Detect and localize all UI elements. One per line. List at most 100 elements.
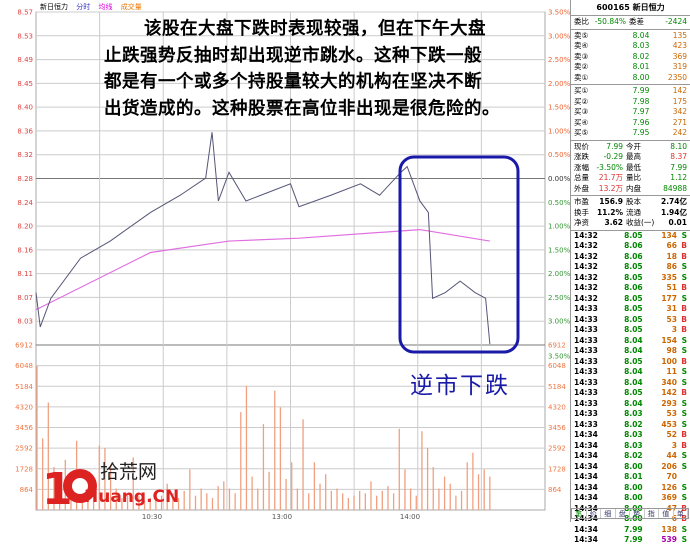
bids-volume: 175 <box>672 96 688 106</box>
tick-time: 14:33 <box>574 325 598 334</box>
tab-avg[interactable]: 均线 <box>98 3 113 11</box>
tick-side: S <box>681 262 687 271</box>
fund-value: 0.01 <box>668 218 687 227</box>
tick-volume: 539 <box>661 535 677 544</box>
tick-volume: 70 <box>666 472 677 481</box>
stats-value: 8.37 <box>670 152 687 161</box>
tick-price: 8.06 <box>624 241 643 250</box>
volume-tick-label: 4320 <box>15 403 33 411</box>
asks-row: 卖① 8.00 2350 <box>571 73 690 84</box>
tick-time: 14:34 <box>574 535 598 544</box>
stock-name: 新日恒力 <box>40 3 68 11</box>
stats-label: 现价 <box>574 141 589 151</box>
trade-tick-row: 14:32 8.06 18 B <box>571 252 690 263</box>
tick-time: 14:34 <box>574 482 598 492</box>
annotation-line: 止跌强势反抽时却出现逆市跳水。这种下跌一般 <box>104 45 482 66</box>
tick-price: 8.05 <box>624 304 643 313</box>
tick-side: S <box>681 367 687 376</box>
bids-label: 买② <box>574 96 589 106</box>
bids-price: 7.99 <box>632 86 650 95</box>
panel-tab[interactable]: 势 <box>630 509 645 518</box>
tick-price: 8.06 <box>624 283 643 292</box>
tick-side <box>677 472 687 483</box>
time-tick-label: 10:30 <box>142 513 162 521</box>
stats-row: 总量 21.7万 量比 1.12 <box>571 173 690 184</box>
asks-volume: 369 <box>672 51 688 61</box>
volume-tick-label: 1728 <box>15 465 33 473</box>
ratio-value: -2424 <box>665 17 687 26</box>
panel-tab[interactable]: 值 <box>659 509 674 518</box>
fund-value: 1.94亿 <box>660 207 687 217</box>
price-tick-label: 8.28 <box>17 175 33 183</box>
fund-row: 净资 3.62 收益(一) 0.01 <box>571 218 690 229</box>
panel-tab[interactable]: 细 <box>601 509 616 518</box>
tick-side: B <box>681 304 687 313</box>
tick-time: 14:33 <box>574 419 598 429</box>
bids-volume: 142 <box>672 86 688 95</box>
price-tick-label: 8.40 <box>17 104 33 112</box>
pct-tick-label: 0.50% <box>548 151 570 159</box>
price-tick-label: 8.32 <box>17 151 33 159</box>
trade-tick-row: 14:34 8.00 126 S <box>571 483 690 494</box>
tick-volume: 154 <box>661 335 677 345</box>
stats-label: 涨跌 <box>574 152 589 161</box>
tab-volume[interactable]: 成交量 <box>120 3 142 11</box>
tick-side: B <box>681 388 687 397</box>
stats-label: 外盘 <box>574 183 589 193</box>
bids-price: 7.98 <box>632 96 650 106</box>
bids-volume: 242 <box>672 128 688 137</box>
tick-volume: 369 <box>661 493 677 502</box>
bids-row: 买⑤ 7.95 242 <box>571 128 690 139</box>
tick-time: 14:32 <box>574 230 598 240</box>
tick-volume: 206 <box>661 461 677 471</box>
pct-tick-label: 1.50% <box>548 246 570 254</box>
tick-volume: 51 <box>666 283 677 292</box>
bids-row: 买② 7.98 175 <box>571 97 690 108</box>
panel-tab[interactable]: 指 <box>645 509 659 518</box>
tick-side: S <box>681 398 687 408</box>
tick-volume: 52 <box>666 430 677 439</box>
pct-tick-label: 3.50% <box>548 353 570 361</box>
asks-label: 卖③ <box>574 51 589 61</box>
trade-tick-row: 14:33 8.05 142 B <box>571 388 690 399</box>
time-tick-label: 13:00 <box>272 513 292 521</box>
tick-price: 8.02 <box>624 419 643 429</box>
stats-value: 21.7万 <box>598 173 623 182</box>
asks-label: 卖④ <box>574 41 589 50</box>
volume-tick-label: 5184 <box>548 383 566 391</box>
panel-tab[interactable]: 单 <box>674 509 688 518</box>
panel-tab[interactable]: 盘 <box>616 509 630 518</box>
quote-title: 600165 新日恒力 <box>571 0 690 16</box>
tick-time: 14:32 <box>574 293 598 303</box>
trade-tick-row: 14:33 8.04 98 S <box>571 346 690 357</box>
trade-tick-row: 14:34 8.00 206 S <box>571 462 690 473</box>
tick-time: 14:32 <box>574 241 598 250</box>
volume-tick-label: 5184 <box>15 383 33 391</box>
tick-side: S <box>681 461 687 471</box>
pct-tick-label: 2.50% <box>548 56 570 64</box>
tick-time: 14:34 <box>574 472 598 481</box>
tick-price: 8.04 <box>624 335 643 345</box>
fund-row: 市盈 156.9 股本 2.74亿 <box>571 197 690 208</box>
trade-tick-row: 14:34 7.99 138 S <box>571 525 690 536</box>
trade-tick-row: 14:32 8.05 335 S <box>571 273 690 284</box>
tick-side: B <box>681 356 687 366</box>
trade-tick-row: 14:32 8.05 134 S <box>571 231 690 242</box>
annotation-text: 该股在大盘下跌时表现较强，但在下午大盘 止跌强势反抽时却出现逆市跳水。这种下跌一… <box>104 16 534 122</box>
tick-volume: 53 <box>666 409 677 418</box>
tick-time: 14:33 <box>574 346 598 355</box>
tick-side: S <box>681 482 687 492</box>
tab-time[interactable]: 分时 <box>76 3 91 11</box>
trade-tick-row: 14:34 8.03 3 B <box>571 441 690 452</box>
pct-tick-label: 3.00% <box>548 318 570 326</box>
tick-time: 14:33 <box>574 398 598 408</box>
tick-price: 8.05 <box>624 293 643 303</box>
tick-time: 14:34 <box>574 451 598 460</box>
panel-tab[interactable]: 价 <box>587 509 601 518</box>
volume-tick-label: 2592 <box>15 445 33 453</box>
stats-row: 涨幅 -3.50% 最低 7.99 <box>571 163 690 174</box>
panel-tab[interactable]: 笔 <box>572 509 587 518</box>
tick-price: 8.05 <box>624 230 643 240</box>
tick-time: 14:33 <box>574 304 598 313</box>
fund-row: 换手 11.2% 流通 1.94亿 <box>571 208 690 219</box>
